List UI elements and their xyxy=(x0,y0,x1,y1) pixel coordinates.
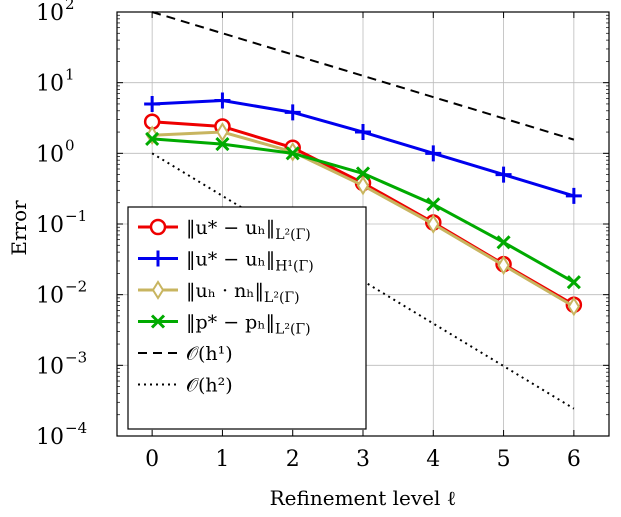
data-point xyxy=(144,95,161,112)
data-point xyxy=(426,197,441,212)
y-tick-label-exponent: −4 xyxy=(65,419,87,437)
data-point xyxy=(214,92,231,109)
data-point xyxy=(496,235,511,250)
legend-label-subscript: L²(Γ) xyxy=(275,322,311,338)
series-4 xyxy=(151,11,575,141)
legend-label-subscript: L²(Γ) xyxy=(264,290,300,306)
legend-box xyxy=(127,206,367,430)
series-1 xyxy=(144,92,582,204)
y-tick-label: 10 xyxy=(36,142,64,167)
data-point xyxy=(285,146,300,161)
data-point xyxy=(284,104,301,121)
series-line xyxy=(151,11,575,141)
y-tick-label: 10 xyxy=(36,213,64,238)
data-point xyxy=(215,137,230,152)
y-tick-label-exponent: 0 xyxy=(65,136,75,154)
legend-label: 𝒪(h²) xyxy=(186,375,233,397)
x-tick-label: 3 xyxy=(356,447,370,472)
series-3 xyxy=(145,131,581,290)
data-point xyxy=(427,214,440,234)
y-tick-label-exponent: 2 xyxy=(65,0,75,13)
data-point xyxy=(567,296,581,317)
data-point xyxy=(216,122,229,142)
y-tick-label: 10 xyxy=(36,72,64,97)
legend-entry: 𝒪(h¹) xyxy=(138,343,233,365)
data-point xyxy=(355,124,371,141)
y-tick-label-exponent: −1 xyxy=(65,207,87,225)
legend-label: 𝒪(h¹) xyxy=(186,343,233,365)
legend-entry: 𝒪(h²) xyxy=(138,375,233,397)
y-tick-label-exponent: −3 xyxy=(65,348,87,366)
y-tick-label-exponent: −2 xyxy=(65,278,87,296)
data-point xyxy=(565,187,582,204)
data-point xyxy=(355,166,371,181)
x-tick-label: 1 xyxy=(215,447,229,472)
x-tick-label: 2 xyxy=(286,447,300,472)
legend-label: ‖uₕ · nₕ‖L²(Γ) xyxy=(186,280,300,306)
legend-marker xyxy=(149,218,167,236)
legend-entry: ‖uₕ · nₕ‖L²(Γ) xyxy=(138,280,300,306)
legend-label-subscript: H¹(Γ) xyxy=(275,259,313,275)
x-tick-label: 6 xyxy=(567,447,581,472)
y-tick-label-exponent: 1 xyxy=(65,66,75,84)
y-tick-label: 10 xyxy=(36,1,64,26)
legend-marker xyxy=(151,280,165,300)
x-tick-label: 0 xyxy=(145,447,159,472)
x-tick-label: 4 xyxy=(426,447,440,472)
y-axis-label: Error xyxy=(7,200,31,256)
legend-marker xyxy=(150,250,166,267)
y-tick-label: 10 xyxy=(36,354,64,379)
data-point xyxy=(356,175,370,196)
legend-marker xyxy=(150,314,166,329)
y-tick-label: 10 xyxy=(36,425,64,450)
legend: ‖u* − uₕ‖L²(Γ)‖u* − uₕ‖H¹(Γ)‖uₕ · nₕ‖L²(… xyxy=(127,206,367,430)
data-point xyxy=(495,166,512,183)
y-tick-label: 10 xyxy=(36,284,64,309)
legend-label-subscript: L²(Γ) xyxy=(275,227,311,243)
data-point xyxy=(566,275,581,290)
x-tick-label: 5 xyxy=(497,447,511,472)
data-point xyxy=(425,145,442,162)
data-point xyxy=(497,255,510,276)
data-point xyxy=(145,131,160,146)
x-axis-label: Refinement level ℓ xyxy=(270,486,457,510)
